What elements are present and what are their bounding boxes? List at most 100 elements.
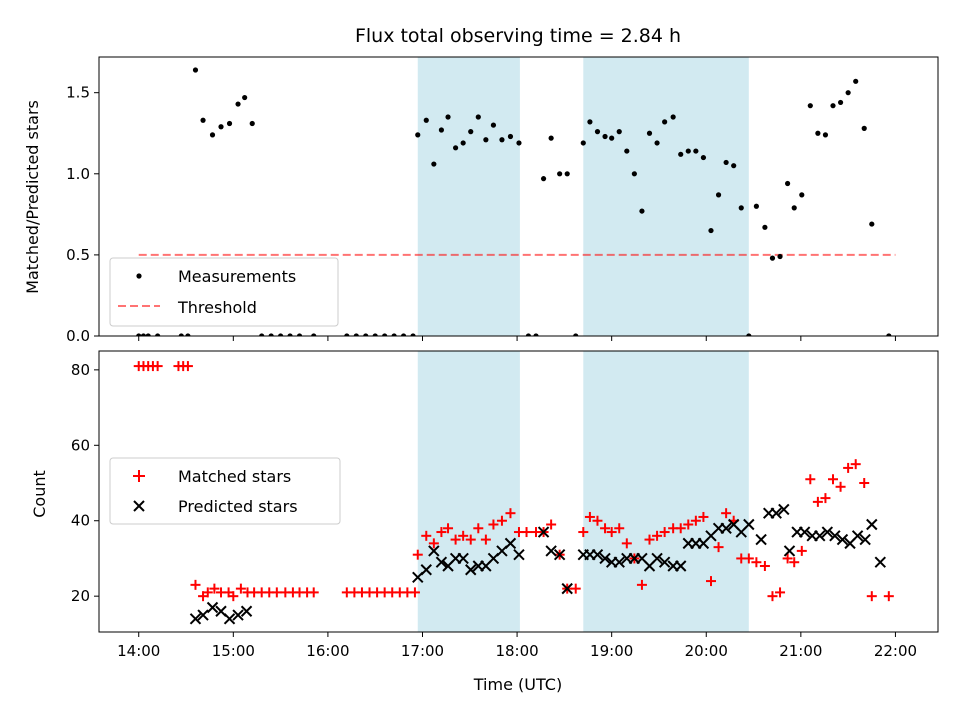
predicted-star-point (513, 548, 525, 561)
measurement-point (525, 333, 532, 336)
measurement-point (573, 333, 579, 336)
predicted-star-point (457, 552, 469, 565)
measurement-point (731, 163, 737, 169)
measurement-point (353, 333, 359, 336)
legend-measurement-marker (136, 273, 142, 279)
observing-interval-shade (417, 57, 520, 336)
matched-star-point (805, 474, 816, 485)
measurement-point (490, 122, 497, 128)
measurement-point (738, 205, 744, 211)
matched-star-point (436, 527, 447, 538)
predicted-star-point (743, 518, 755, 531)
predicted-star-point (223, 613, 236, 625)
measurement-point (200, 117, 206, 123)
measurement-point (602, 133, 608, 140)
predicted-star-point (675, 560, 687, 572)
measurement-point (499, 137, 505, 143)
predicted-star-point (428, 545, 440, 557)
measurement-point (715, 192, 722, 198)
matched-star-point (698, 511, 709, 522)
measurement-point (136, 333, 142, 336)
predicted-star-point (851, 530, 864, 542)
y-tick-label: 1.5 (66, 84, 90, 102)
measurement-point (548, 135, 554, 141)
measurement-point (564, 171, 570, 177)
predicted-star-point (240, 605, 253, 617)
measurement-point (235, 101, 241, 107)
measurement-point (533, 333, 539, 336)
matched-star-point (606, 527, 617, 538)
y-tick-label: 20 (71, 587, 90, 605)
measurement-point (145, 333, 151, 336)
y-tick-label: 0.5 (66, 246, 90, 264)
measurement-point (296, 333, 303, 336)
measurement-point (700, 154, 707, 161)
predicted-star-point (599, 552, 611, 565)
top-panel: 0.0 0.5 1.0 1.5 Matched/Predicted stars Mea… (23, 56, 939, 345)
bottom-y-axis: 20 40 60 80 (71, 361, 99, 605)
measurement-point (777, 253, 783, 260)
predicted-star-point (537, 526, 550, 538)
measurement-point (685, 148, 691, 154)
measurement-point (646, 130, 653, 136)
measurement-point (807, 103, 813, 109)
measurement-point (886, 333, 892, 336)
measurement-point (723, 159, 729, 166)
matched-star-point (578, 527, 589, 538)
matched-star-point (683, 519, 694, 530)
matched-star-point (621, 538, 632, 549)
measurement-point (209, 132, 216, 138)
predicted-star-point (553, 548, 566, 561)
predicted-star-point (232, 609, 244, 621)
matched-star-point (859, 478, 870, 489)
measurement-point (791, 205, 797, 211)
matched-star-point (796, 545, 807, 556)
matched-star-point (496, 515, 507, 526)
measurement-point (837, 99, 844, 106)
predicted-star-point (866, 518, 878, 531)
matched-star-point (235, 583, 246, 594)
y-tick-label: 40 (71, 512, 90, 530)
predicted-star-point (613, 556, 625, 568)
measurement-point (242, 94, 248, 101)
measurement-point (822, 132, 829, 138)
measurement-point (557, 171, 563, 177)
measurement-point (507, 133, 514, 140)
matched-star-point (592, 515, 603, 526)
predicted-star-point (755, 533, 767, 546)
matched-star-point (521, 527, 532, 538)
measurement-point (580, 140, 586, 146)
matched-star-point (480, 534, 491, 545)
measurement-point (830, 103, 836, 109)
predicted-star-point (829, 530, 841, 542)
observing-interval-shade (583, 351, 749, 632)
matched-star-point (209, 583, 220, 594)
measurement-point (708, 227, 714, 234)
measurement-point (259, 333, 265, 336)
measurement-point (410, 333, 416, 336)
x-tick-label: 19:00 (590, 642, 633, 660)
bottom-axes-frame (98, 350, 939, 633)
matched-star-point (789, 557, 800, 568)
matched-star-point (659, 527, 670, 538)
measurement-point (445, 114, 451, 120)
observing-interval-shade (583, 57, 749, 336)
matched-star-point (182, 361, 193, 372)
x-tick-label: 18:00 (495, 642, 538, 660)
predicted-star-point (658, 556, 671, 568)
predicted-star-point (651, 552, 663, 565)
measurement-point (540, 176, 547, 182)
matched-star-point (409, 587, 420, 598)
matched-star-point (721, 508, 732, 519)
predicted-star-point (420, 564, 432, 576)
matched-star-point (465, 534, 476, 545)
matched-star-point (152, 361, 163, 372)
measurement-point (624, 148, 630, 154)
measurement-point (662, 119, 668, 125)
measurement-point (468, 129, 474, 135)
x-tick-label: 15:00 (212, 642, 255, 660)
predicted-star-point (770, 507, 782, 519)
top-legend-box (109, 257, 339, 327)
predicted-star-point (821, 526, 834, 538)
measurement-point (178, 333, 184, 336)
